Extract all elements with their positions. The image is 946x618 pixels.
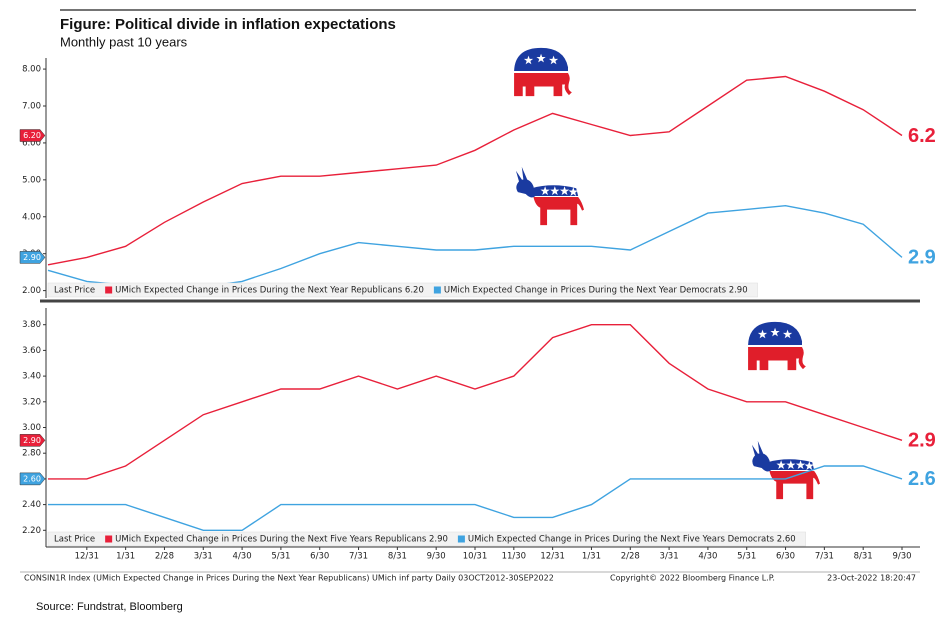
chart-title: Figure: Political divide in inflation ex… bbox=[60, 16, 396, 33]
y-tick-label: 3.20 bbox=[22, 397, 41, 407]
series-line bbox=[47, 75, 903, 266]
legend-title: Last Price bbox=[54, 535, 95, 545]
legend-box bbox=[47, 282, 758, 298]
y-tick-label: 6.00 bbox=[22, 138, 41, 148]
x-tick-label: 7/31 bbox=[349, 552, 368, 562]
x-tick-label: 8/31 bbox=[854, 552, 873, 562]
legend-title: Last Price bbox=[54, 286, 95, 296]
y-tick-label: 4.00 bbox=[22, 212, 41, 222]
axis-tag-box bbox=[19, 129, 46, 142]
x-tick-label: 10/31 bbox=[463, 552, 488, 562]
end-label: 6.2 bbox=[908, 125, 936, 147]
y-tick-label: 3.80 bbox=[22, 320, 41, 330]
legend-label: UMich Expected Change in Prices During t… bbox=[468, 535, 796, 545]
x-tick-label: 9/30 bbox=[892, 552, 911, 562]
axis-tag-box bbox=[19, 251, 46, 264]
legend-swatch bbox=[105, 286, 113, 294]
chart-subtitle: Monthly past 10 years bbox=[60, 34, 188, 49]
y-tick-label: 2.20 bbox=[22, 526, 41, 536]
x-tick-label: 3/31 bbox=[660, 552, 679, 562]
x-tick-label: 6/30 bbox=[776, 552, 795, 562]
elephant-icon bbox=[514, 48, 572, 96]
end-label: 2.6 bbox=[908, 468, 936, 490]
x-tick-label: 4/30 bbox=[233, 552, 252, 562]
y-tick-label: 2.40 bbox=[22, 500, 41, 510]
series-line bbox=[48, 324, 903, 480]
x-tick-label: 7/31 bbox=[815, 552, 834, 562]
axis-tag: 2.60 bbox=[23, 474, 41, 483]
axis-tag: 6.20 bbox=[23, 131, 41, 140]
footer-center: Copyright© 2022 Bloomberg Finance L.P. bbox=[610, 574, 775, 583]
x-tick-label: 9/30 bbox=[427, 552, 446, 562]
series-line bbox=[47, 204, 903, 292]
legend-box bbox=[47, 531, 806, 547]
footer-right: 23-Oct-2022 18:20:47 bbox=[827, 574, 916, 583]
x-tick-label: 11/30 bbox=[502, 552, 527, 562]
axis-tag: 2.90 bbox=[23, 253, 41, 262]
y-tick-label: 7.00 bbox=[22, 102, 41, 112]
x-tick-label: 12/31 bbox=[540, 552, 565, 562]
end-label: 2.9 bbox=[908, 247, 936, 269]
y-tick-label: 3.40 bbox=[22, 372, 41, 382]
legend-label: UMich Expected Change in Prices During t… bbox=[115, 286, 424, 296]
legend-swatch bbox=[433, 286, 441, 294]
x-tick-label: 5/31 bbox=[271, 552, 290, 562]
source: Source: Fundstrat, Bloomberg bbox=[36, 601, 183, 613]
x-tick-label: 8/31 bbox=[388, 552, 407, 562]
y-tick-label: 8.00 bbox=[22, 65, 41, 75]
legend-swatch bbox=[457, 535, 465, 543]
x-tick-label: 4/30 bbox=[698, 552, 717, 562]
legend-label: UMich Expected Change in Prices During t… bbox=[115, 535, 448, 545]
footer-left: CONSIN1R Index (UMich Expected Change in… bbox=[24, 574, 554, 583]
donkey-icon bbox=[516, 167, 584, 225]
axis-tag-box bbox=[19, 434, 46, 447]
donkey-icon bbox=[752, 441, 820, 499]
x-tick-label: 5/31 bbox=[737, 552, 756, 562]
legend-label: UMich Expected Change in Prices During t… bbox=[444, 286, 748, 296]
x-tick-label: 1/31 bbox=[582, 552, 601, 562]
x-tick-label: 12/31 bbox=[75, 552, 100, 562]
y-tick-label: 3.00 bbox=[22, 423, 41, 433]
end-label: 2.9 bbox=[908, 430, 936, 452]
axis-tag-box bbox=[19, 472, 46, 486]
x-tick-label: 3/31 bbox=[194, 552, 213, 562]
axis-tag: 2.90 bbox=[23, 436, 41, 445]
elephant-icon bbox=[748, 322, 806, 370]
x-tick-label: 6/30 bbox=[310, 552, 329, 562]
x-tick-label: 1/31 bbox=[116, 552, 135, 562]
y-tick-label: 5.00 bbox=[22, 175, 41, 185]
y-tick-label: 2.00 bbox=[22, 286, 41, 296]
series-line bbox=[48, 465, 903, 531]
x-tick-label: 2/28 bbox=[155, 552, 174, 562]
y-tick-label: 2.80 bbox=[22, 449, 41, 459]
legend-swatch bbox=[105, 535, 113, 543]
x-tick-label: 2/28 bbox=[621, 552, 640, 562]
y-tick-label: 3.60 bbox=[22, 346, 41, 356]
